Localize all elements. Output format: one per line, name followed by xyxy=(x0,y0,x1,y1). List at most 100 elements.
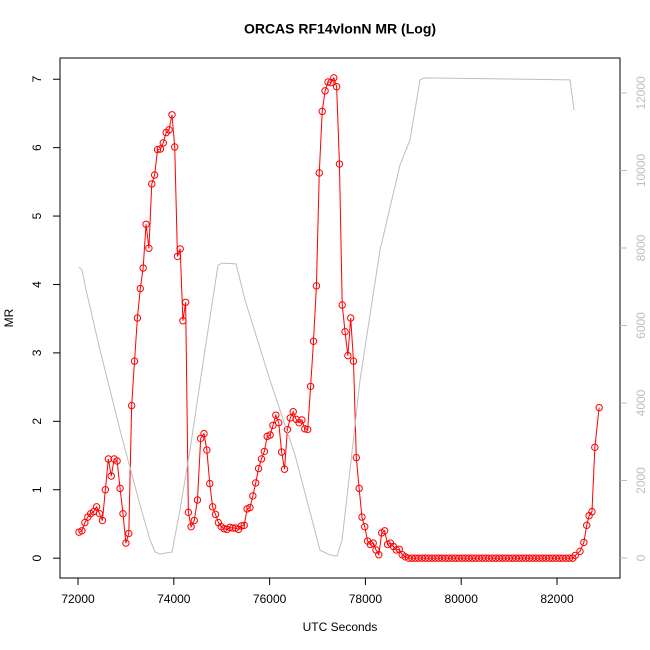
x-tick-label: 82000 xyxy=(540,592,574,606)
data-point xyxy=(392,546,401,554)
data-point xyxy=(369,539,377,547)
data-point xyxy=(576,547,584,556)
data-point xyxy=(395,545,403,553)
data-point xyxy=(237,522,246,530)
data-point xyxy=(312,282,321,290)
data-point xyxy=(266,431,274,439)
data-point xyxy=(257,455,266,463)
data-point xyxy=(171,143,179,151)
data-point xyxy=(309,337,318,345)
y-tick-label: 3 xyxy=(30,349,44,356)
data-point xyxy=(318,107,326,116)
data-point xyxy=(206,479,214,488)
y-tick-label: 5 xyxy=(30,212,44,219)
data-point xyxy=(211,510,220,519)
data-point xyxy=(148,180,156,188)
y2-tick-label: 12000 xyxy=(634,76,648,110)
x-tick-label: 72000 xyxy=(61,592,95,606)
data-point xyxy=(321,87,329,95)
data-point xyxy=(101,486,110,494)
data-point xyxy=(165,126,173,134)
data-point xyxy=(92,503,101,511)
data-point xyxy=(142,220,150,228)
data-point xyxy=(113,457,121,465)
data-point xyxy=(119,509,127,518)
data-point xyxy=(571,551,579,560)
data-point xyxy=(187,522,195,531)
data-point xyxy=(133,314,142,322)
data-point xyxy=(341,327,349,336)
data-point xyxy=(277,448,286,456)
data-point xyxy=(98,516,107,525)
data-point xyxy=(352,453,361,462)
data-point xyxy=(153,145,162,154)
data-point xyxy=(104,455,113,463)
y2-tick-label: 0 xyxy=(634,554,648,561)
x-tick-label: 74000 xyxy=(157,592,191,606)
data-point xyxy=(303,425,312,434)
data-point xyxy=(159,139,167,147)
data-point xyxy=(401,553,409,561)
data-point xyxy=(254,464,263,473)
data-point xyxy=(272,411,280,419)
data-point xyxy=(203,446,211,454)
data-point xyxy=(179,317,187,325)
data-point xyxy=(127,401,136,410)
data-point xyxy=(324,78,332,86)
data-point xyxy=(298,416,306,424)
data-point xyxy=(81,518,89,527)
data-point xyxy=(588,507,596,516)
data-point xyxy=(249,492,257,500)
data-point xyxy=(150,171,159,179)
data-point xyxy=(375,551,383,559)
data-point xyxy=(208,503,217,511)
data-point xyxy=(240,521,248,530)
data-point xyxy=(380,527,389,535)
data-point xyxy=(335,160,344,168)
x-axis-label: UTC Seconds xyxy=(303,620,378,634)
data-point xyxy=(347,314,355,322)
data-point xyxy=(361,522,369,531)
data-point xyxy=(200,429,208,438)
plot-box xyxy=(59,57,621,579)
data-point xyxy=(591,443,599,452)
y-tick-label: 2 xyxy=(30,418,44,425)
data-point xyxy=(595,403,603,412)
data-point xyxy=(184,508,193,517)
y-tick-label: 6 xyxy=(30,144,44,151)
y-tick-label: 7 xyxy=(30,76,44,83)
data-point xyxy=(301,425,309,433)
data-point xyxy=(139,264,147,272)
data-point xyxy=(583,521,591,530)
data-point xyxy=(565,554,574,562)
y2-tick-label: 10000 xyxy=(634,153,648,187)
data-point xyxy=(181,298,190,306)
y-tick-label: 4 xyxy=(30,281,44,288)
y2-tick-label: 2000 xyxy=(634,467,648,494)
data-point xyxy=(252,479,260,487)
data-point xyxy=(136,284,144,293)
data-point xyxy=(78,527,86,535)
y2-tick-label: 8000 xyxy=(634,234,648,261)
y2-tick-label: 6000 xyxy=(634,312,648,339)
data-point xyxy=(332,83,341,91)
data-point xyxy=(349,357,358,365)
data-point xyxy=(246,503,254,512)
data-point xyxy=(168,111,176,119)
data-point xyxy=(315,169,323,177)
data-point xyxy=(95,509,104,518)
data-point xyxy=(306,382,315,391)
data-point xyxy=(260,447,269,456)
data-point xyxy=(125,529,133,538)
y-tick-label: 1 xyxy=(30,486,44,493)
data-point xyxy=(330,74,338,82)
y-axis-label: MR xyxy=(2,308,16,327)
x-tick-label: 76000 xyxy=(253,592,287,606)
chart-title: ORCAS RF14vlonN MR (Log) xyxy=(244,21,436,37)
data-point xyxy=(145,244,153,252)
x-tick-label: 78000 xyxy=(349,592,383,606)
y-tick-label: 0 xyxy=(30,555,44,562)
data-point xyxy=(338,301,346,309)
data-point xyxy=(358,513,366,521)
